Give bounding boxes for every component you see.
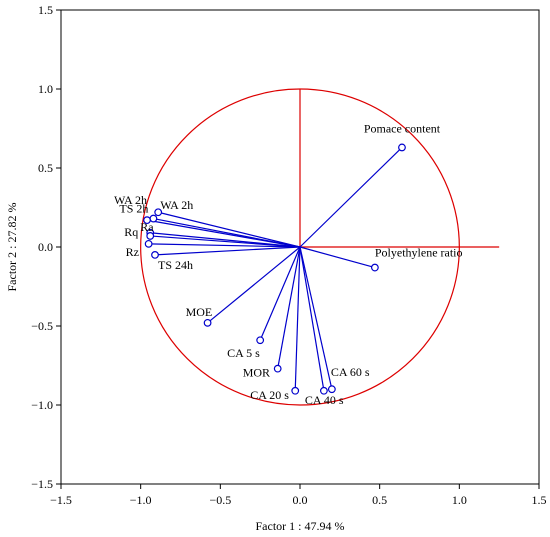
variable-label: Rz [126, 245, 139, 259]
vector-line [299, 246, 376, 269]
x-axis-title: Factor 1 : 47.94 % [256, 519, 345, 533]
vector-line [207, 246, 301, 324]
x-tick-label: −1.5 [50, 493, 72, 507]
variable-label: WA 2h [160, 198, 193, 212]
x-tick-label: 1.5 [532, 493, 547, 507]
variable-label: Ra [140, 220, 154, 234]
variable-label: MOR [243, 366, 270, 380]
vector-line [148, 243, 301, 248]
variable-label: Polyethylene ratio [375, 246, 463, 260]
variable-label: TS 24h [158, 258, 193, 272]
x-tick-label: −1.0 [130, 493, 152, 507]
y-tick-label: 1.5 [38, 3, 53, 17]
variable-label: CA 20 s [250, 388, 289, 402]
variable-label: Pomace content [364, 121, 441, 135]
vector-line [277, 246, 301, 369]
variable-label: TS 2h [119, 202, 148, 216]
vector-point [370, 263, 379, 272]
vector-line [158, 211, 301, 248]
vector-point [149, 214, 158, 223]
vector-line [294, 246, 301, 391]
vector-point [146, 232, 155, 240]
vector-line [150, 235, 301, 248]
y-tick-label: 0.0 [38, 240, 53, 254]
vector-point [327, 385, 336, 394]
y-tick-label: 0.5 [38, 161, 53, 175]
variable-label: MOE [186, 305, 213, 319]
vector-line [299, 246, 325, 391]
vector-layer [143, 143, 406, 395]
vector-point [320, 386, 328, 395]
vector-point [144, 239, 153, 248]
vector-point [398, 143, 406, 152]
variable-label: CA 40 s [305, 393, 344, 407]
reference-axes-layer [140, 88, 500, 406]
vector-point [291, 386, 300, 395]
tick-layer: −1.5 −1.0 −0.5 0.0 0.5 1.0 1.5 1.5 1.0 0.5 0.0 −0.5… [31, 3, 546, 507]
variable-label: CA 60 s [331, 365, 370, 379]
vector-point [256, 336, 265, 345]
vector-point [151, 250, 159, 259]
vector-point [203, 318, 212, 327]
vector-line [299, 147, 403, 248]
y-tick-label: −1.5 [31, 477, 53, 491]
y-axis-title: Factor 2 : 27.82 % [5, 203, 19, 292]
y-tick-label: −0.5 [31, 319, 53, 333]
vector-line [153, 217, 301, 248]
variable-label: Rq [124, 225, 138, 239]
y-tick-label: −1.0 [31, 398, 53, 412]
label-layer: Pomace content Polyethylene ratio WA 2h WA … [114, 121, 463, 406]
x-tick-label: −0.5 [209, 493, 231, 507]
x-tick-label: 1.0 [452, 493, 467, 507]
vector-line [259, 246, 301, 341]
vector-point [273, 364, 282, 373]
vector-point [154, 208, 163, 217]
x-tick-label: 0.0 [293, 493, 308, 507]
variable-label: WA 2h [114, 193, 147, 207]
variable-label: CA 5 s [227, 346, 260, 360]
vector-line [154, 246, 301, 256]
vector-line [299, 246, 333, 390]
y-tick-label: 1.0 [38, 82, 53, 96]
x-tick-label: 0.5 [372, 493, 387, 507]
